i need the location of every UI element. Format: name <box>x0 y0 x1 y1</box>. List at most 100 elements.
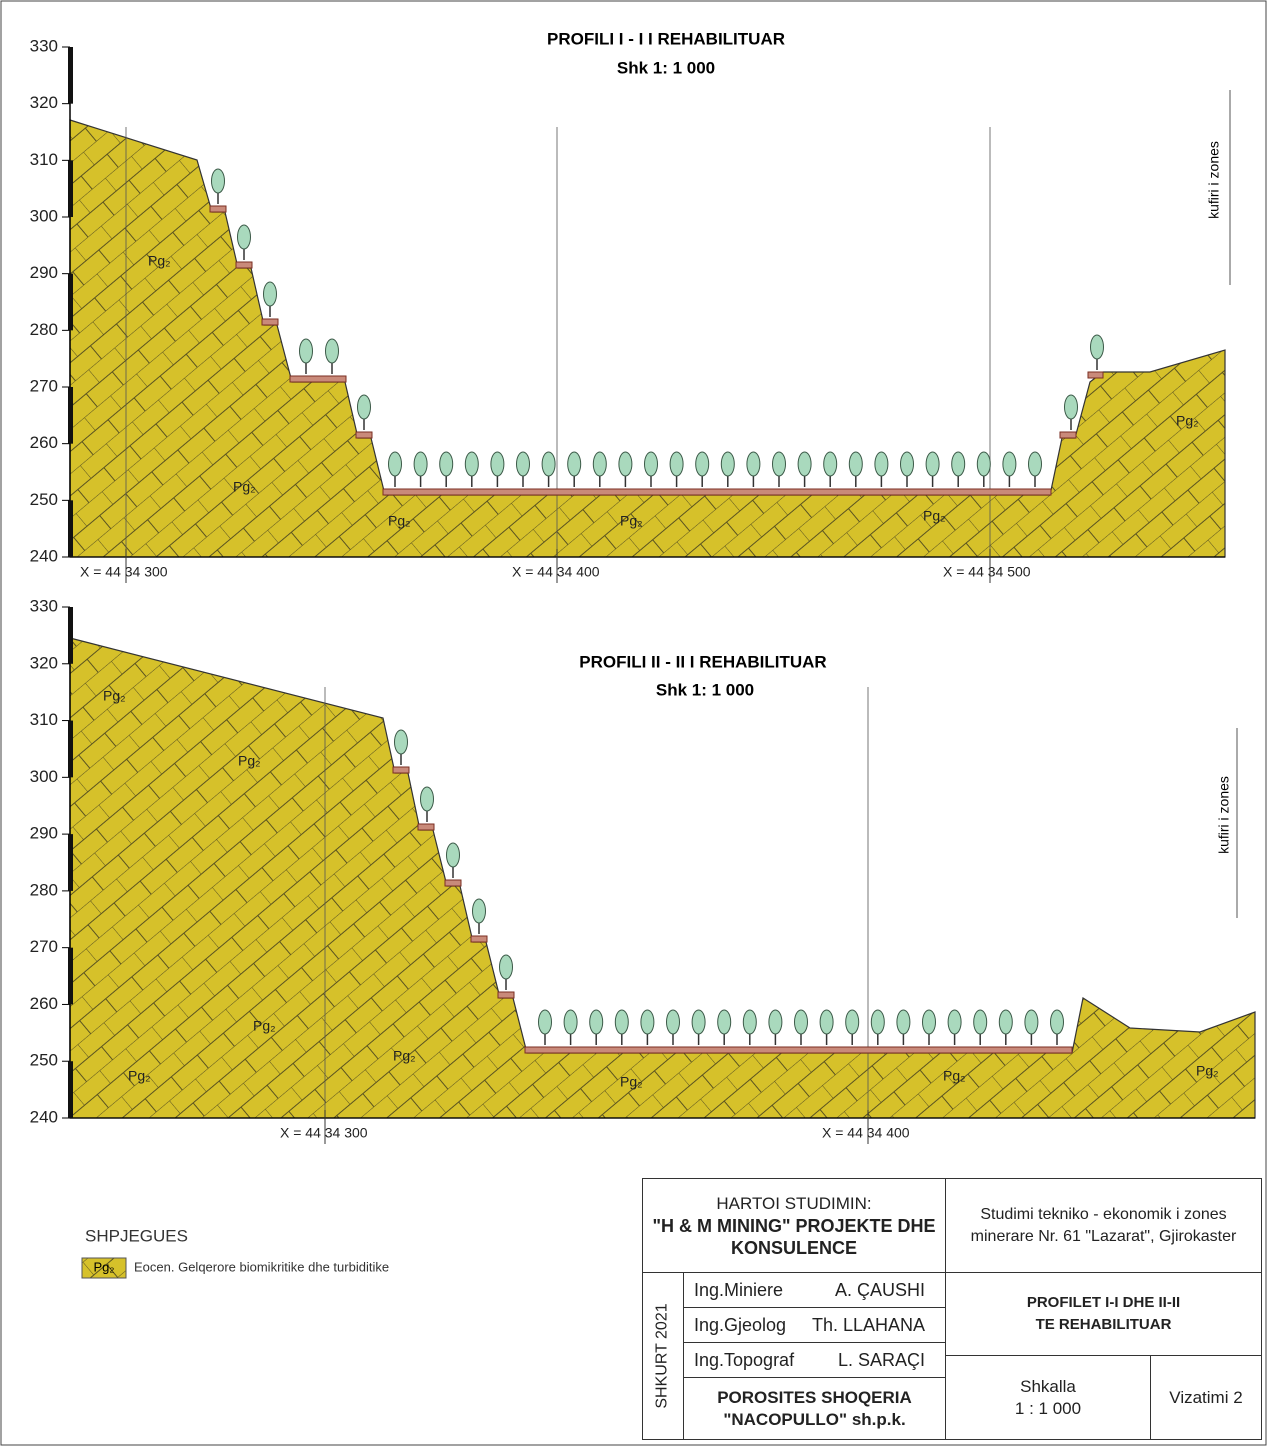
y-tick-label: 290 <box>30 263 58 282</box>
tree-crown <box>394 729 408 755</box>
tree-crown <box>299 338 313 364</box>
tree-crown <box>357 394 371 420</box>
tree-crown <box>490 451 505 477</box>
terrace <box>497 991 515 999</box>
tree-crown <box>538 1009 552 1035</box>
x-coord-label: X = 44 34 400 <box>822 1125 910 1141</box>
y-tick-label: 320 <box>30 653 58 672</box>
y-tick-label: 330 <box>30 596 58 615</box>
x-coord-label: X = 44 34 300 <box>80 564 168 580</box>
tree-crown <box>669 451 684 477</box>
tree-crown <box>263 281 277 307</box>
tree-crown <box>1002 451 1017 477</box>
unit-label: Pg₂ <box>620 513 643 529</box>
tree-crown <box>472 898 486 924</box>
tree-crown <box>413 451 428 477</box>
tree-crown <box>516 451 530 477</box>
tree-crown <box>666 1009 680 1035</box>
axis-band <box>68 834 73 891</box>
terrace <box>355 431 373 439</box>
axis-band <box>68 47 73 104</box>
unit-label: Pg₂ <box>943 1068 966 1084</box>
boundary-label: kufiri i zones <box>1216 776 1232 854</box>
legend-swatch <box>81 1257 127 1279</box>
tree-crown <box>237 224 251 250</box>
terrace <box>417 823 435 831</box>
y-tick-label: 250 <box>30 1051 58 1070</box>
terrace <box>289 375 347 383</box>
y-tick-label: 290 <box>30 824 58 843</box>
tree-crown <box>644 451 658 477</box>
tree-crown <box>589 1009 604 1035</box>
terrace <box>261 318 279 326</box>
staff-role: Ing.Miniere <box>694 1280 784 1300</box>
tree-crown <box>823 451 838 477</box>
y-tick-label: 310 <box>30 710 58 729</box>
terrace <box>470 935 488 943</box>
legend-text: Eocen. Gelqerore biomikritike dhe turbid… <box>134 1259 389 1274</box>
axis-band <box>68 1061 73 1118</box>
date: SHKURT 2021 <box>654 1303 671 1409</box>
axis-band <box>68 720 73 778</box>
x-coord-label: X = 44 34 300 <box>280 1125 368 1141</box>
tree-crown <box>742 1009 757 1035</box>
tree-crown <box>1028 451 1042 477</box>
legend-title: SHPJEGUES <box>85 1226 188 1245</box>
x-coord-label: X = 44 34 500 <box>943 564 1031 580</box>
tree-crown <box>845 1009 860 1035</box>
scale: Shk 1: 1 000 <box>656 680 754 699</box>
staff-row: Ing.Gjeolog Th. LLAHANA <box>683 1307 946 1343</box>
terrace <box>382 488 1052 496</box>
tree-crown <box>567 451 582 477</box>
unit-label: Pg₂ <box>233 479 256 495</box>
terrace <box>235 261 253 269</box>
terrace <box>209 205 227 213</box>
unit-label: Pg₂ <box>620 1074 643 1090</box>
axis-band <box>68 387 73 444</box>
tree-crown <box>691 1009 706 1035</box>
date-cell: SHKURT 2021 <box>642 1272 684 1440</box>
tree-crown <box>1090 334 1104 360</box>
terrace <box>1087 371 1104 379</box>
staff-role: Ing.Topograf <box>694 1350 795 1370</box>
tree-crown <box>900 451 914 477</box>
unit-label: Pg₂ <box>128 1068 151 1084</box>
terrace <box>444 879 462 887</box>
prepared-cell: HARTOI STUDIMIN: "H & M MINING" PROJEKTE… <box>642 1178 946 1273</box>
unit-label: Pg₂ <box>1176 413 1199 429</box>
terrace <box>392 766 410 774</box>
y-tick-label: 330 <box>30 36 58 55</box>
tree-crown <box>388 451 402 477</box>
scale-value: 1 : 1 000 <box>1014 1398 1082 1418</box>
y-tick-label: 270 <box>30 376 58 395</box>
tree-crown <box>1064 394 1078 420</box>
tree-crown <box>870 1009 885 1035</box>
study: Studimi tekniko - ekonomik i zones miner… <box>945 1178 1262 1273</box>
tree-crown <box>848 451 863 477</box>
drawing-title: PROFILET I-I DHE II-II TE REHABILITUAR <box>945 1272 1262 1356</box>
tree-crown <box>541 451 556 477</box>
staff-name: A. ÇAUSHI <box>834 1280 925 1300</box>
axis-band <box>68 273 73 331</box>
staff-role: Ing.Gjeolog <box>694 1315 787 1335</box>
legend-symbol: Pg₂ <box>94 1259 115 1274</box>
y-tick-label: 280 <box>30 880 58 899</box>
tree-crown <box>420 786 434 812</box>
tree-crown <box>746 451 761 477</box>
boundary-label: kufiri i zones <box>1206 141 1222 219</box>
tree-crown <box>819 1009 834 1035</box>
tree-crown <box>446 842 460 868</box>
y-tick-label: 260 <box>30 994 58 1013</box>
y-tick-label: 270 <box>30 937 58 956</box>
y-tick-label: 250 <box>30 490 58 509</box>
unit-label: Pg₂ <box>393 1048 416 1064</box>
y-tick-label: 310 <box>30 150 58 169</box>
y-tick-label: 280 <box>30 320 58 339</box>
staff-row: Ing.Topograf L. SARAÇI <box>683 1342 946 1378</box>
tree-crown <box>998 1009 1013 1035</box>
drawing-number: Vizatimi 2 <box>1150 1355 1262 1440</box>
tree-crown <box>618 451 633 477</box>
tree-crown <box>896 1009 911 1035</box>
tree-crown <box>1050 1009 1064 1035</box>
